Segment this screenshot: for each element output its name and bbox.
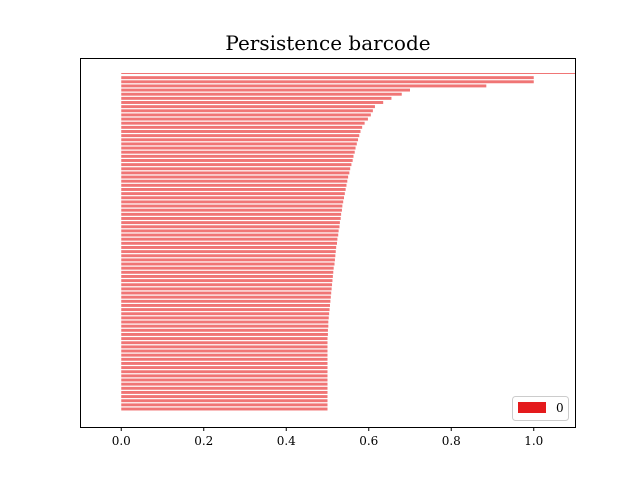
barcode-bar — [121, 291, 332, 295]
barcode-bar — [121, 204, 343, 208]
barcode-bar — [121, 299, 331, 303]
barcode-bar — [121, 167, 351, 171]
barcode-bar — [121, 88, 410, 92]
barcode-bar — [121, 353, 328, 357]
barcode-bar — [121, 221, 340, 225]
barcode-bar — [121, 287, 332, 291]
barcode-bar — [121, 241, 337, 245]
barcode-bar — [121, 283, 333, 287]
barcode-bar — [121, 258, 335, 262]
legend-label: 0 — [556, 401, 564, 415]
x-tick-label: 0.8 — [442, 434, 461, 448]
barcode-bar — [121, 142, 357, 146]
legend: 0 — [512, 396, 569, 421]
barcode-bar — [121, 399, 328, 403]
barcode-bar — [121, 270, 334, 274]
barcode-bar — [121, 216, 341, 220]
barcode-bar — [121, 382, 328, 386]
barcode-bar — [121, 192, 345, 196]
barcode-bar — [121, 150, 355, 154]
barcode-bar — [121, 395, 328, 399]
barcode-bar — [121, 341, 328, 345]
barcode-bar — [121, 250, 336, 254]
barcode-bar — [121, 345, 328, 349]
x-axis: 0.0 0.2 0.4 0.6 0.8 1.0 — [112, 427, 543, 448]
barcode-bar — [121, 163, 352, 167]
barcode-bar — [121, 324, 329, 328]
barcode-bar — [121, 200, 344, 204]
barcode-bar — [121, 316, 329, 320]
barcode-bar — [121, 208, 342, 212]
x-tick-label: 1.0 — [524, 434, 543, 448]
barcode-bar — [121, 366, 328, 370]
x-tick-label: 0.0 — [112, 434, 131, 448]
barcode-bar — [121, 374, 328, 378]
barcode-bar — [121, 328, 328, 332]
barcode-bar — [121, 80, 534, 84]
barcode-bar — [121, 113, 371, 117]
barcode-bar — [121, 175, 349, 179]
barcode-bar — [121, 196, 344, 200]
barcode-bar — [121, 279, 333, 283]
barcode-bar — [121, 245, 337, 249]
barcode-bar — [121, 130, 361, 133]
barcode-bar — [121, 357, 328, 361]
plot-frame — [80, 58, 576, 428]
barcode-bar — [121, 370, 328, 374]
barcode-bar — [121, 386, 328, 390]
barcode-bar — [121, 179, 348, 183]
barcode-bar — [121, 125, 363, 129]
barcode-bar — [121, 233, 339, 237]
x-tick-label: 0.6 — [359, 434, 378, 448]
x-tick-label: 0.2 — [194, 434, 213, 448]
barcode-bar — [121, 262, 335, 266]
barcode-bar — [121, 225, 340, 229]
barcode-bar — [121, 76, 534, 80]
barcode-bar — [121, 154, 354, 158]
barcode-bar — [121, 188, 346, 191]
x-tick-label: 0.4 — [277, 434, 296, 448]
barcode-bar — [121, 295, 331, 299]
barcode-bar — [121, 237, 338, 241]
barcode-bar — [121, 96, 392, 100]
barcode-bar — [121, 121, 365, 125]
barcode-bar — [121, 229, 339, 233]
barcode-bar — [121, 361, 328, 365]
barcode-bar — [121, 105, 375, 109]
legend-swatch — [518, 402, 546, 413]
barcode-bar — [121, 266, 334, 270]
barcode-bar — [121, 403, 328, 407]
barcode-bar — [121, 332, 328, 336]
barcode-bar — [121, 183, 347, 187]
barcode-bar — [121, 320, 329, 324]
barcode-bar — [121, 312, 330, 316]
barcode-bar — [121, 146, 356, 150]
barcode-bar — [121, 171, 350, 175]
barcode-bar — [121, 337, 328, 341]
barcode-bar — [121, 349, 328, 353]
barcode-bar — [121, 109, 373, 113]
barcode-bar — [121, 92, 402, 96]
barcode-bar — [121, 407, 328, 411]
barcode-bar — [121, 254, 336, 258]
barcode-bar — [121, 390, 328, 394]
barcode-bar — [121, 159, 353, 162]
barcode-bar — [121, 84, 487, 88]
barcode-bar — [121, 101, 384, 104]
barcode-bar — [121, 378, 328, 382]
barcode-bar — [121, 274, 333, 278]
barcode-bar — [121, 117, 368, 121]
barcode-bar — [121, 134, 360, 138]
barcode-bar — [121, 212, 342, 216]
chart-title: Persistence barcode — [225, 31, 430, 55]
bars-layer — [121, 73, 575, 411]
barcode-bar — [121, 308, 330, 312]
barcode-bar — [121, 303, 330, 307]
barcode-bar — [121, 138, 359, 142]
